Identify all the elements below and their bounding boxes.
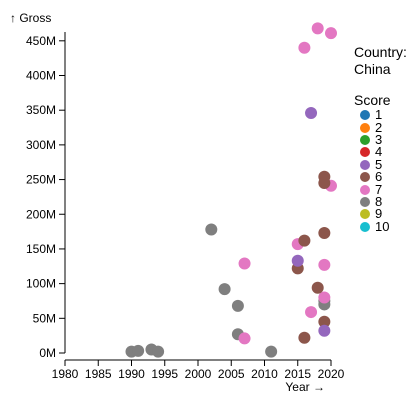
legend-item: 1: [354, 107, 407, 123]
legend-swatch: [360, 209, 370, 220]
x-axis-title: Year →: [285, 380, 325, 394]
y-tick-label: 350M: [26, 103, 56, 117]
legend-item: 4: [354, 144, 407, 160]
legend-title: Country:: [354, 44, 407, 60]
y-tick-label: 150M: [26, 242, 56, 256]
data-point: [231, 299, 244, 312]
x-tick-label: 2005: [218, 367, 245, 381]
y-tick-label: 100M: [26, 277, 56, 291]
legend-label: 1: [375, 107, 383, 123]
y-tick-label: 50M: [33, 311, 56, 325]
data-point: [298, 234, 311, 247]
data-point: [205, 223, 218, 236]
x-axis: 1980 1985 1990 1995 2000 2005 2010 2015 2020: [52, 359, 345, 381]
data-point: [218, 283, 231, 296]
x-tick-label: 1990: [118, 367, 145, 381]
y-tick-label: 400M: [26, 69, 56, 83]
x-tick-label: 2000: [185, 367, 212, 381]
data-point: [318, 291, 331, 304]
data-point: [305, 306, 318, 319]
x-tick-label: 1995: [151, 367, 178, 381]
data-points: [125, 22, 337, 358]
legend-item: 5: [354, 156, 407, 172]
y-tick-label: 450M: [26, 34, 56, 48]
y-tick-label: 250M: [26, 173, 56, 187]
legend-swatch: [360, 184, 370, 195]
legend-label: 6: [375, 169, 383, 185]
legend-swatch: [360, 147, 370, 158]
legend-swatch: [360, 134, 370, 145]
data-point: [152, 345, 165, 358]
legend-item: 2: [354, 119, 407, 135]
legend-label: 4: [375, 144, 383, 160]
y-tick-label: 0M: [39, 346, 56, 360]
legend-item: 10: [354, 218, 407, 234]
legend-item: 7: [354, 181, 407, 197]
legend-item: 8: [354, 193, 407, 209]
x-tick-label: 2010: [251, 367, 278, 381]
legend-subtitle: China: [354, 61, 391, 77]
y-tick-label: 200M: [26, 207, 56, 221]
data-point: [291, 254, 304, 267]
legend-swatch: [360, 196, 370, 207]
x-tick-label: 2020: [318, 367, 345, 381]
data-point: [298, 331, 311, 344]
data-point: [311, 22, 324, 35]
legend: Country: China Score 1 2 3 4 5 6 7 8 9 10: [354, 44, 407, 233]
legend-label: 10: [375, 218, 390, 234]
legend-score-title: Score: [354, 92, 391, 108]
data-point: [265, 345, 278, 358]
data-point: [238, 332, 251, 345]
legend-items: 1 2 3 4 5 6 7 8 9 10: [354, 107, 407, 234]
legend-label: 8: [375, 193, 383, 209]
legend-swatch: [360, 159, 370, 170]
data-point: [305, 106, 318, 119]
data-point: [318, 226, 331, 239]
legend-swatch: [360, 122, 370, 133]
legend-label: 5: [375, 156, 383, 172]
x-tick-label: 2015: [284, 367, 311, 381]
data-point: [132, 344, 145, 357]
legend-label: 2: [375, 119, 383, 135]
data-point: [325, 27, 337, 40]
legend-item: 6: [354, 169, 407, 185]
data-point: [298, 41, 311, 54]
data-point: [318, 315, 331, 328]
legend-item: 3: [354, 131, 407, 147]
data-point: [318, 177, 331, 190]
legend-label: 7: [375, 181, 383, 197]
legend-item: 9: [354, 206, 407, 222]
legend-swatch: [360, 172, 370, 183]
data-point: [318, 324, 331, 337]
y-axis-title: ↑ Gross: [10, 11, 51, 25]
data-point: [238, 257, 251, 270]
legend-label: 9: [375, 206, 383, 222]
legend-label: 3: [375, 131, 383, 147]
y-tick-label: 300M: [26, 138, 56, 152]
legend-swatch: [360, 221, 370, 232]
y-axis: 0M 50M 100M 150M 200M 250M 300M 350M 400M 450M: [26, 32, 66, 360]
legend-swatch: [360, 110, 370, 121]
data-point: [318, 258, 331, 271]
x-tick-label: 1980: [52, 367, 79, 381]
x-tick-label: 1985: [85, 367, 112, 381]
data-point: [311, 281, 324, 294]
